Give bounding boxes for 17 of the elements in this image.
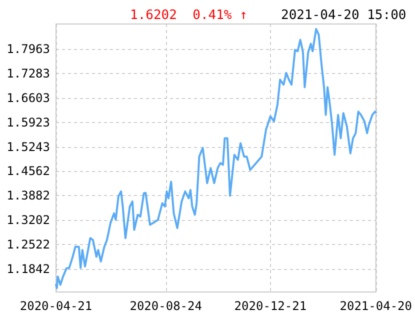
y-tick-label: 1.6603 xyxy=(6,90,50,105)
x-tick-label: 2020-12-21 xyxy=(234,299,307,313)
x-tick-label: 2020-04-21 xyxy=(20,299,92,313)
y-tick-label: 1.3202 xyxy=(6,213,50,228)
y-tick-label: 1.5923 xyxy=(6,115,50,130)
y-tick-label: 1.4562 xyxy=(6,164,50,178)
y-tick-label: 1.2522 xyxy=(6,238,50,252)
line-series xyxy=(55,28,377,290)
chart-subtitle: 2021-04-20 15:00 xyxy=(281,8,406,23)
y-tick-label: 1.5243 xyxy=(6,140,50,154)
y-tick-label: 1.7963 xyxy=(6,42,50,56)
y-tick-label: 1.1842 xyxy=(6,262,50,276)
x-tick-label: 2021-04-20 xyxy=(340,299,412,313)
y-tick-label: 1.7283 xyxy=(6,66,50,80)
chart-title: 1.6202 0.41% ↑ xyxy=(130,8,248,23)
y-tick-label: 1.3882 xyxy=(6,188,50,203)
x-tick-label: 2020-08-24 xyxy=(130,299,202,313)
